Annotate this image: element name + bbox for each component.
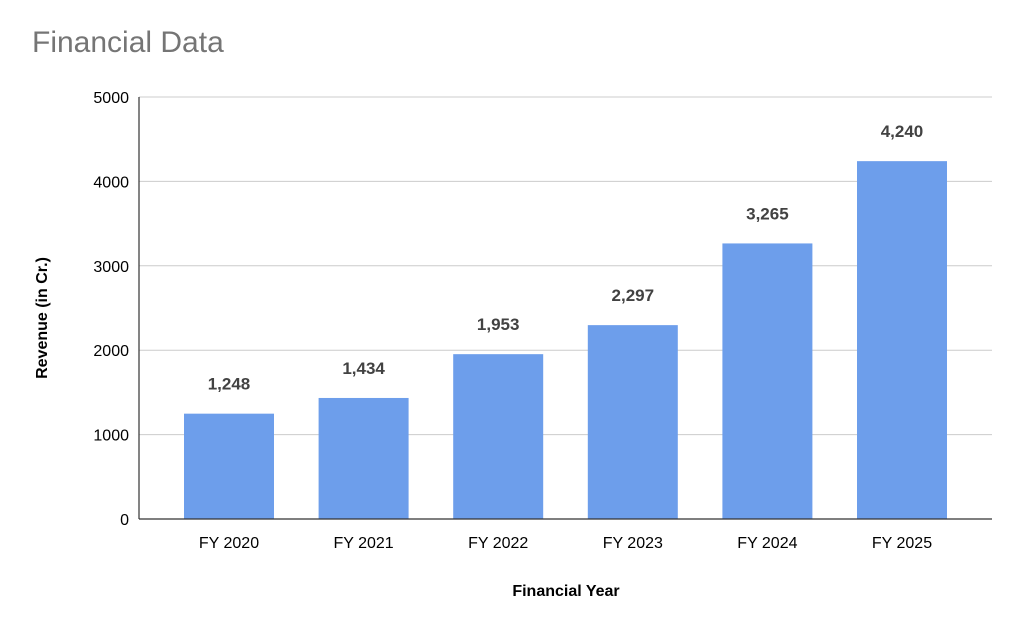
data-label: 2,297 xyxy=(612,286,655,305)
y-tick-label: 0 xyxy=(120,512,129,529)
x-tick-label: FY 2021 xyxy=(333,535,393,552)
y-axis-title: Revenue (in Cr.) xyxy=(34,257,51,379)
labels: 0 1000 2000 3000 4000 5000 1,248 FY 2020 1,434 FY… xyxy=(93,90,932,552)
y-tick-label: 5000 xyxy=(93,90,129,107)
y-tick-label: 4000 xyxy=(93,174,129,191)
y-tick-label: 2000 xyxy=(93,343,129,360)
bar xyxy=(722,243,813,519)
bar xyxy=(318,397,409,519)
bar xyxy=(587,325,678,519)
data-label: 4,240 xyxy=(881,122,924,141)
data-label: 1,434 xyxy=(342,359,385,378)
chart-title: Financial Data xyxy=(32,26,224,59)
data-label: 1,248 xyxy=(208,375,251,394)
x-tick-label: FY 2022 xyxy=(468,535,528,552)
y-tick-label: 3000 xyxy=(93,259,129,276)
x-tick-label: FY 2025 xyxy=(872,535,932,552)
axes xyxy=(138,97,992,520)
y-tick-label: 1000 xyxy=(93,428,129,445)
x-tick-label: FY 2024 xyxy=(737,535,797,552)
gridlines xyxy=(139,96,992,436)
x-tick-label: FY 2020 xyxy=(199,535,259,552)
bar xyxy=(857,161,947,520)
bar xyxy=(453,354,544,519)
data-label: 3,265 xyxy=(746,204,789,223)
data-label: 1,953 xyxy=(477,315,520,334)
x-axis-title: Financial Year xyxy=(512,583,619,600)
bar xyxy=(184,413,274,519)
bars xyxy=(184,161,947,520)
x-tick-label: FY 2023 xyxy=(603,535,663,552)
